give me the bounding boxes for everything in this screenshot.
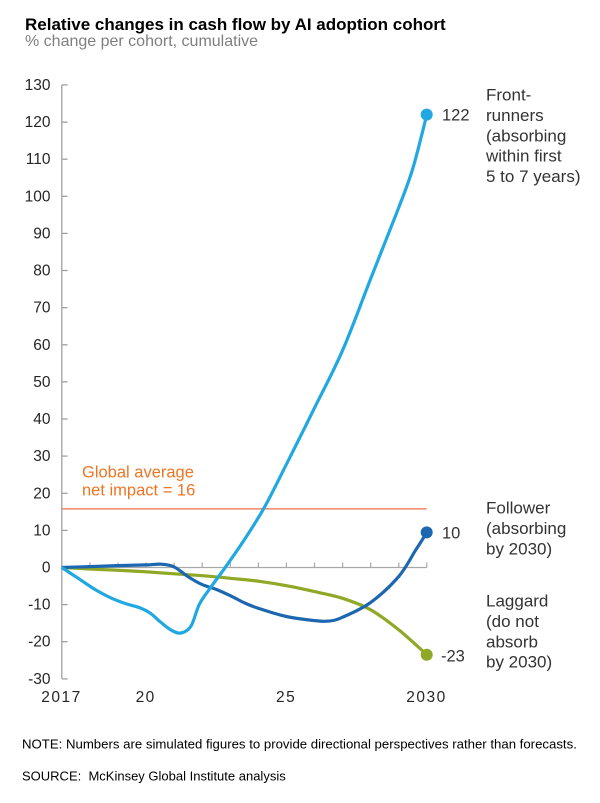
svg-text:2030: 2030	[406, 689, 446, 706]
svg-text:130: 130	[25, 77, 51, 94]
svg-text:20: 20	[33, 485, 51, 502]
svg-text:2017: 2017	[41, 689, 81, 706]
svg-text:Relative changes in cash flow: Relative changes in cash flow by AI adop…	[25, 15, 446, 34]
svg-text:25: 25	[276, 689, 296, 706]
svg-text:-23: -23	[441, 648, 465, 666]
svg-text:120: 120	[25, 114, 51, 131]
svg-text:by 2030): by 2030)	[486, 653, 552, 672]
svg-text:(absorbing: (absorbing	[486, 519, 566, 538]
svg-text:SOURCE: McKinsey Global Insti: SOURCE: McKinsey Global Institute analys…	[22, 769, 286, 784]
svg-text:5 to 7 years): 5 to 7 years)	[486, 167, 581, 186]
svg-text:10: 10	[33, 522, 51, 539]
svg-text:within first: within first	[485, 147, 562, 166]
svg-text:100: 100	[25, 188, 51, 205]
svg-text:-10: -10	[28, 597, 51, 614]
svg-text:40: 40	[33, 411, 51, 428]
svg-text:70: 70	[33, 300, 51, 317]
svg-text:Global average: Global average	[82, 463, 194, 481]
svg-text:net impact = 16: net impact = 16	[82, 481, 195, 499]
svg-text:90: 90	[33, 225, 51, 242]
svg-text:-20: -20	[28, 634, 51, 651]
svg-text:% change per cohort, cumulativ: % change per cohort, cumulative	[25, 33, 258, 50]
svg-text:10: 10	[442, 525, 460, 543]
svg-text:(do not: (do not	[486, 612, 539, 631]
svg-text:110: 110	[26, 151, 51, 168]
svg-text:50: 50	[33, 374, 51, 391]
svg-text:60: 60	[33, 337, 51, 354]
svg-text:Follower: Follower	[486, 499, 551, 518]
svg-text:0: 0	[42, 560, 51, 577]
svg-text:30: 30	[33, 448, 51, 465]
svg-text:absorb: absorb	[486, 632, 538, 651]
svg-text:80: 80	[33, 263, 51, 280]
svg-text:-30: -30	[28, 671, 51, 688]
svg-text:(absorbing: (absorbing	[486, 126, 566, 145]
svg-text:NOTE: Numbers are simulated fi: NOTE: Numbers are simulated figures to p…	[22, 737, 577, 752]
svg-text:Laggard: Laggard	[486, 592, 548, 611]
svg-text:runners: runners	[486, 106, 544, 125]
svg-text:Front-: Front-	[486, 86, 531, 105]
svg-text:20: 20	[136, 689, 156, 706]
svg-text:by 2030): by 2030)	[486, 539, 552, 558]
svg-text:122: 122	[442, 106, 470, 124]
